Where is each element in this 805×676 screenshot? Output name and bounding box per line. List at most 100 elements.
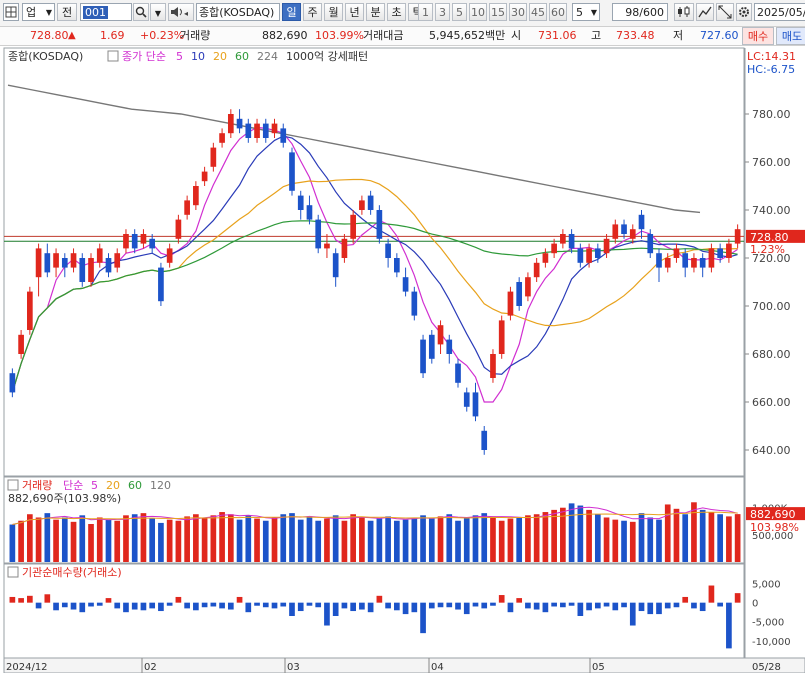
volume-bar (359, 517, 365, 562)
low-label: 저 (673, 29, 684, 42)
institution-bar (341, 602, 348, 609)
tab-period-0[interactable]: 일 (282, 3, 301, 21)
candle-body (629, 229, 636, 239)
y-tick-label: 720.00 (752, 252, 791, 265)
candle-body (664, 258, 671, 268)
checkbox-icon[interactable] (7, 479, 19, 491)
checkbox-icon[interactable] (7, 566, 19, 578)
candle-body (647, 234, 654, 254)
institution-bar (70, 602, 77, 610)
tab-interval-45[interactable]: 45 (529, 3, 547, 21)
volume-bar (586, 509, 592, 562)
institution-bar (594, 602, 601, 609)
prev-button[interactable]: 전 (57, 3, 77, 21)
tab-interval-60[interactable]: 60 (549, 3, 567, 21)
candle-body (525, 277, 531, 297)
candle-body (411, 291, 418, 316)
tab-period-4[interactable]: 분 (366, 3, 385, 21)
volume-bar (158, 522, 164, 562)
market-select[interactable]: 업 ▼ (22, 3, 55, 21)
volume-bar (525, 515, 531, 562)
institution-bar (551, 602, 557, 607)
candle-body (175, 219, 182, 239)
tab-interval-1[interactable]: 1 (418, 3, 433, 21)
volume-bar (175, 520, 182, 562)
institution-bar (455, 602, 461, 610)
volume-bar (297, 519, 304, 562)
candle-body (341, 238, 348, 258)
code-input[interactable]: 001 (80, 3, 132, 21)
tab-period-1[interactable]: 주 (303, 3, 322, 21)
chevron-down-icon: ▼ (154, 9, 162, 18)
volume-bar (114, 520, 121, 562)
chart-svg[interactable]: 640.00 660.00 680.00 700.00 720.00 740.00 760.… (0, 46, 805, 674)
tab-interval-15[interactable]: 15 (489, 3, 507, 21)
institution-axis-label: 0 (752, 599, 758, 610)
volume-bar (262, 520, 269, 562)
ma-line-10 (11, 135, 738, 393)
tab-interval-10[interactable]: 10 (469, 3, 487, 21)
institution-bar (542, 602, 549, 613)
volume-bar (621, 520, 627, 562)
high-value: 733.48 (616, 29, 655, 42)
volume-bar (27, 514, 33, 562)
candle-body (498, 320, 505, 354)
ma-legend-10: 10 (191, 50, 205, 63)
gear-icon[interactable] (736, 3, 752, 21)
sell-button[interactable]: 매도 (776, 27, 805, 45)
volume-label: 거래량 (180, 29, 211, 42)
institution-bar (96, 602, 103, 606)
chart-area[interactable]: 640.00 660.00 680.00 700.00 720.00 740.00 760.… (0, 46, 805, 674)
institution-bar (184, 602, 190, 609)
volume-bar (498, 520, 505, 562)
candle-body (245, 123, 252, 138)
institution-bar (629, 602, 636, 626)
speaker-icon[interactable]: ◂ (168, 3, 194, 21)
institution-bar (533, 602, 540, 610)
tab-period-3[interactable]: 년 (345, 3, 364, 21)
volume-value-tag-label: 882,690 (750, 508, 796, 521)
y-tick-label: 660.00 (752, 396, 791, 409)
volume-bar (245, 515, 252, 562)
volume-bar (184, 516, 190, 562)
candle-body (27, 291, 33, 330)
buy-button[interactable]: 매수 (742, 27, 774, 45)
number-select[interactable]: 5 ▼ (572, 3, 600, 21)
expand-icon[interactable] (716, 3, 734, 21)
checkbox-icon[interactable] (107, 50, 119, 62)
search-icon[interactable] (133, 3, 149, 21)
institution-bar (507, 602, 514, 613)
candle-body (306, 205, 313, 220)
tab-interval-5[interactable]: 5 (452, 3, 467, 21)
institution-bar (158, 602, 164, 612)
institution-bar (254, 602, 260, 606)
institution-bar (568, 602, 575, 606)
chart-compare-icon[interactable] (696, 3, 714, 21)
chart-compare-icon-svg (698, 6, 712, 18)
date-input[interactable]: 2025/05/ (754, 3, 805, 21)
candle-body (481, 430, 488, 450)
volume-bar (350, 514, 356, 562)
institution-bar (306, 602, 313, 606)
volume-bar (70, 521, 77, 562)
volume-bar (166, 519, 173, 562)
chevron-down-button[interactable]: ▼ (150, 3, 166, 21)
tab-interval-30[interactable]: 30 (509, 3, 527, 21)
institution-bar (131, 602, 138, 610)
volume-bar (61, 517, 68, 562)
tab-interval-3[interactable]: 3 (435, 3, 450, 21)
institution-bar (280, 602, 287, 607)
volume-bar (734, 514, 741, 562)
count-display: 98/600 (612, 3, 668, 21)
institution-axis-label: -5,000 (752, 618, 784, 629)
candle-settings-icon[interactable] (674, 3, 694, 21)
tab-period-2[interactable]: 월 (324, 3, 343, 21)
candle-body (621, 224, 627, 234)
institution-bar (210, 602, 217, 607)
institution-bar (88, 602, 94, 607)
ma-line-5 (11, 126, 738, 403)
x-axis-bar (3, 657, 805, 674)
grid-icon[interactable] (3, 3, 19, 21)
tab-period-5[interactable]: 초 (387, 3, 406, 21)
